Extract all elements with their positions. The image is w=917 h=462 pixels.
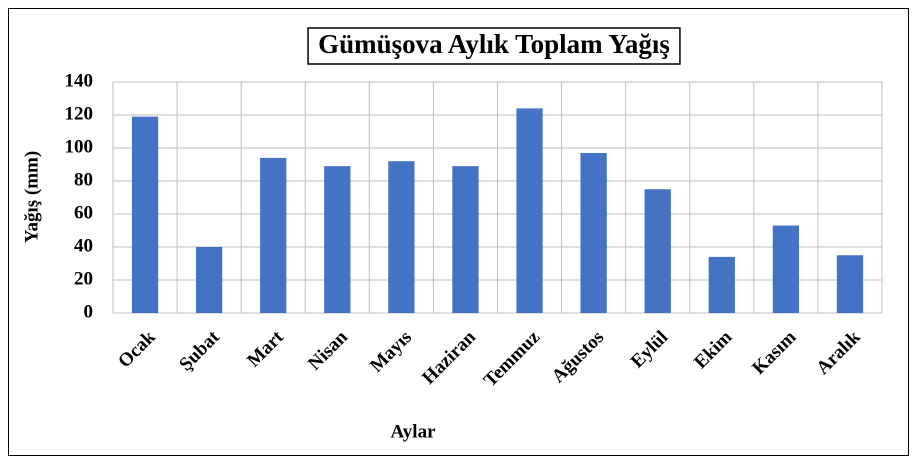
y-tick-label: 140 — [65, 70, 94, 91]
title-box — [307, 27, 681, 65]
y-tick-label: 60 — [74, 202, 93, 223]
y-tick-label: 100 — [65, 136, 94, 157]
bar — [772, 225, 800, 313]
bar — [644, 189, 671, 313]
bar — [452, 166, 479, 313]
y-tick-label: 20 — [74, 268, 93, 289]
bar — [388, 161, 415, 313]
bar — [195, 247, 223, 313]
bar — [131, 116, 159, 314]
bar — [324, 166, 351, 313]
bar — [580, 152, 607, 313]
y-axis-label: Yağış (mm) — [21, 151, 42, 243]
x-axis-label: Aylar — [390, 421, 436, 442]
chart-title: Gümüşova Aylık Toplam Yağış — [318, 29, 670, 59]
bar — [260, 157, 287, 313]
y-tick-label: 0 — [84, 301, 94, 322]
y-tick-label: 120 — [65, 103, 94, 124]
bar — [516, 108, 543, 314]
bar — [836, 255, 864, 313]
bar — [708, 256, 735, 313]
y-tick-label: 80 — [74, 169, 93, 190]
y-tick-label: 40 — [74, 235, 93, 256]
